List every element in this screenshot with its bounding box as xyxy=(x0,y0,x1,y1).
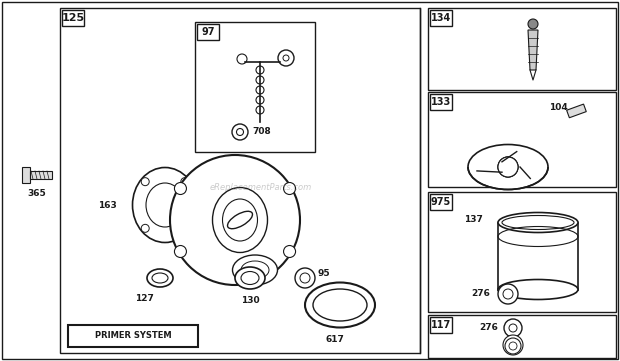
Circle shape xyxy=(283,55,289,61)
Ellipse shape xyxy=(313,289,367,321)
Circle shape xyxy=(232,124,248,140)
Bar xyxy=(430,94,452,110)
Bar xyxy=(62,10,84,26)
Bar xyxy=(68,325,198,347)
Text: 975: 975 xyxy=(431,197,451,207)
Circle shape xyxy=(503,335,523,355)
Text: 97: 97 xyxy=(202,27,215,37)
Circle shape xyxy=(498,157,518,177)
Ellipse shape xyxy=(147,269,173,287)
Circle shape xyxy=(283,183,296,195)
Text: 134: 134 xyxy=(431,13,451,23)
Text: 276: 276 xyxy=(479,323,498,332)
Circle shape xyxy=(174,245,187,257)
Ellipse shape xyxy=(223,199,257,241)
Ellipse shape xyxy=(468,144,548,190)
Bar xyxy=(430,194,452,210)
Bar xyxy=(60,8,420,353)
Text: 137: 137 xyxy=(464,216,482,225)
Circle shape xyxy=(256,106,264,114)
Circle shape xyxy=(509,342,517,350)
Circle shape xyxy=(300,273,310,283)
Text: 276: 276 xyxy=(471,290,490,299)
Bar xyxy=(195,22,315,152)
Circle shape xyxy=(237,54,247,64)
Bar xyxy=(430,317,452,333)
Circle shape xyxy=(141,224,149,232)
Text: PRIMER SYSTEM: PRIMER SYSTEM xyxy=(95,331,171,340)
Bar xyxy=(428,315,616,358)
Circle shape xyxy=(181,178,189,186)
Circle shape xyxy=(509,324,517,332)
Ellipse shape xyxy=(502,216,574,230)
Circle shape xyxy=(256,86,264,94)
Ellipse shape xyxy=(498,213,578,232)
Bar xyxy=(498,222,578,290)
Circle shape xyxy=(504,319,522,337)
Circle shape xyxy=(278,50,294,66)
Bar xyxy=(197,24,219,40)
Text: 104: 104 xyxy=(549,103,567,112)
Text: 365: 365 xyxy=(28,189,46,198)
Ellipse shape xyxy=(241,271,259,284)
Ellipse shape xyxy=(152,273,168,283)
Circle shape xyxy=(170,155,300,285)
Circle shape xyxy=(528,19,538,29)
Text: 163: 163 xyxy=(98,200,117,209)
Circle shape xyxy=(503,289,513,299)
Text: 127: 127 xyxy=(135,294,153,303)
Circle shape xyxy=(498,284,518,304)
Circle shape xyxy=(181,224,189,232)
Text: 95: 95 xyxy=(317,270,330,278)
Polygon shape xyxy=(528,30,538,70)
Bar xyxy=(428,92,616,187)
Text: 708: 708 xyxy=(252,127,271,136)
Ellipse shape xyxy=(498,279,578,300)
Ellipse shape xyxy=(235,267,265,289)
Circle shape xyxy=(295,268,315,288)
Circle shape xyxy=(236,129,244,135)
Circle shape xyxy=(498,157,518,177)
Text: 130: 130 xyxy=(241,296,259,305)
Bar xyxy=(428,8,616,90)
Ellipse shape xyxy=(133,168,198,243)
Circle shape xyxy=(498,157,518,177)
Circle shape xyxy=(283,245,296,257)
Ellipse shape xyxy=(213,187,267,252)
Bar xyxy=(567,104,587,118)
Circle shape xyxy=(256,76,264,84)
Circle shape xyxy=(174,183,187,195)
Circle shape xyxy=(141,178,149,186)
Bar xyxy=(22,167,30,183)
Text: 133: 133 xyxy=(431,97,451,107)
Ellipse shape xyxy=(232,255,278,285)
Circle shape xyxy=(505,338,521,354)
Bar xyxy=(30,171,52,179)
Bar xyxy=(428,192,616,312)
Ellipse shape xyxy=(305,283,375,327)
Text: eReplacementParts.com: eReplacementParts.com xyxy=(210,183,311,192)
Text: 125: 125 xyxy=(61,13,84,23)
Circle shape xyxy=(256,96,264,104)
Text: 117: 117 xyxy=(431,320,451,330)
Circle shape xyxy=(508,340,518,350)
Text: 617: 617 xyxy=(326,335,345,344)
Ellipse shape xyxy=(241,261,269,279)
Circle shape xyxy=(256,66,264,74)
Bar xyxy=(430,10,452,26)
Ellipse shape xyxy=(146,183,184,227)
